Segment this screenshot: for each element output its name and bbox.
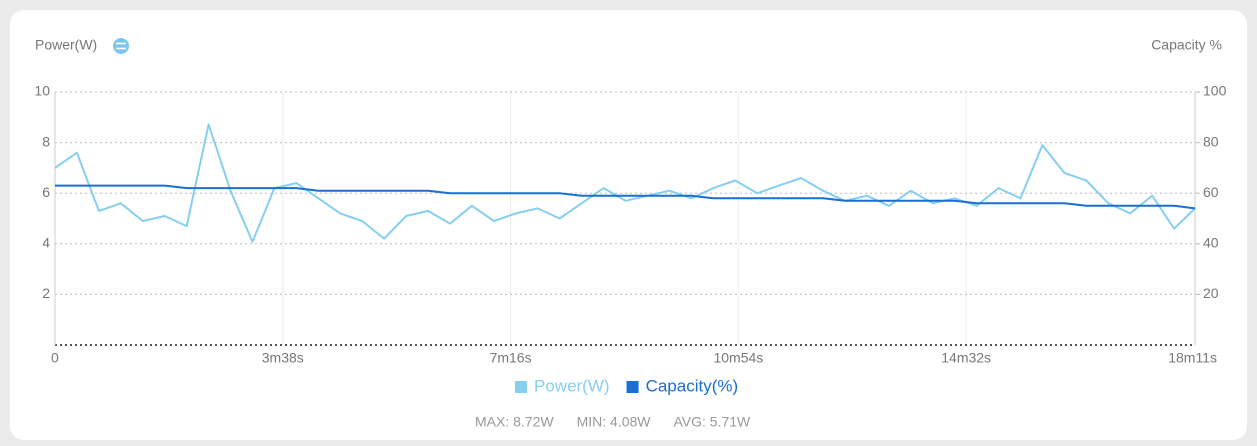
legend-item[interactable]: Capacity(%) xyxy=(626,376,739,395)
y-tick-label: 8 xyxy=(42,133,50,149)
y-axis-label: Power(W) xyxy=(35,37,97,53)
x-tick-label: 0 xyxy=(51,350,59,366)
series-line xyxy=(55,184,1196,210)
y-tick-label: 4 xyxy=(42,235,50,251)
y2-tick-label: 100 xyxy=(1203,83,1227,99)
y-tick-label: 10 xyxy=(34,83,50,99)
y2-tick-label: 80 xyxy=(1203,133,1219,149)
x-tick-label: 10m54s xyxy=(713,350,763,366)
y2-axis-label: Capacity % xyxy=(1151,37,1222,53)
x-tick-label: 14m32s xyxy=(941,350,991,366)
legend-label: Power(W) xyxy=(534,376,610,395)
series-line xyxy=(54,123,1196,243)
legend-swatch xyxy=(626,381,639,393)
y2-tick-label: 20 xyxy=(1203,285,1219,301)
x-tick-label: 3m38s xyxy=(262,350,304,366)
y2-tick-label: 40 xyxy=(1203,235,1219,251)
stat-text: MIN: 4.08W xyxy=(577,414,652,430)
legend-label: Capacity(%) xyxy=(646,376,739,395)
y-tick-label: 2 xyxy=(42,285,50,301)
info-icon[interactable] xyxy=(113,38,129,54)
x-tick-label: 18m11s xyxy=(1168,350,1217,366)
y-tick-label: 6 xyxy=(42,184,50,200)
stat-text: MAX: 8.72W xyxy=(475,414,554,430)
chart: Power(W) Capacity % 0 3m38s 7m16s 10m54s 14m… xyxy=(34,37,1227,430)
legend-item[interactable]: Power(W) xyxy=(515,376,610,395)
x-tick-label: 7m16s xyxy=(490,350,532,366)
legend-swatch xyxy=(515,381,527,393)
stat-text: AVG: 5.71W xyxy=(674,414,752,430)
y2-tick-label: 60 xyxy=(1203,184,1219,200)
card: Power(W) Capacity % 0 3m38s 7m16s 10m54s 14m… xyxy=(10,10,1247,440)
